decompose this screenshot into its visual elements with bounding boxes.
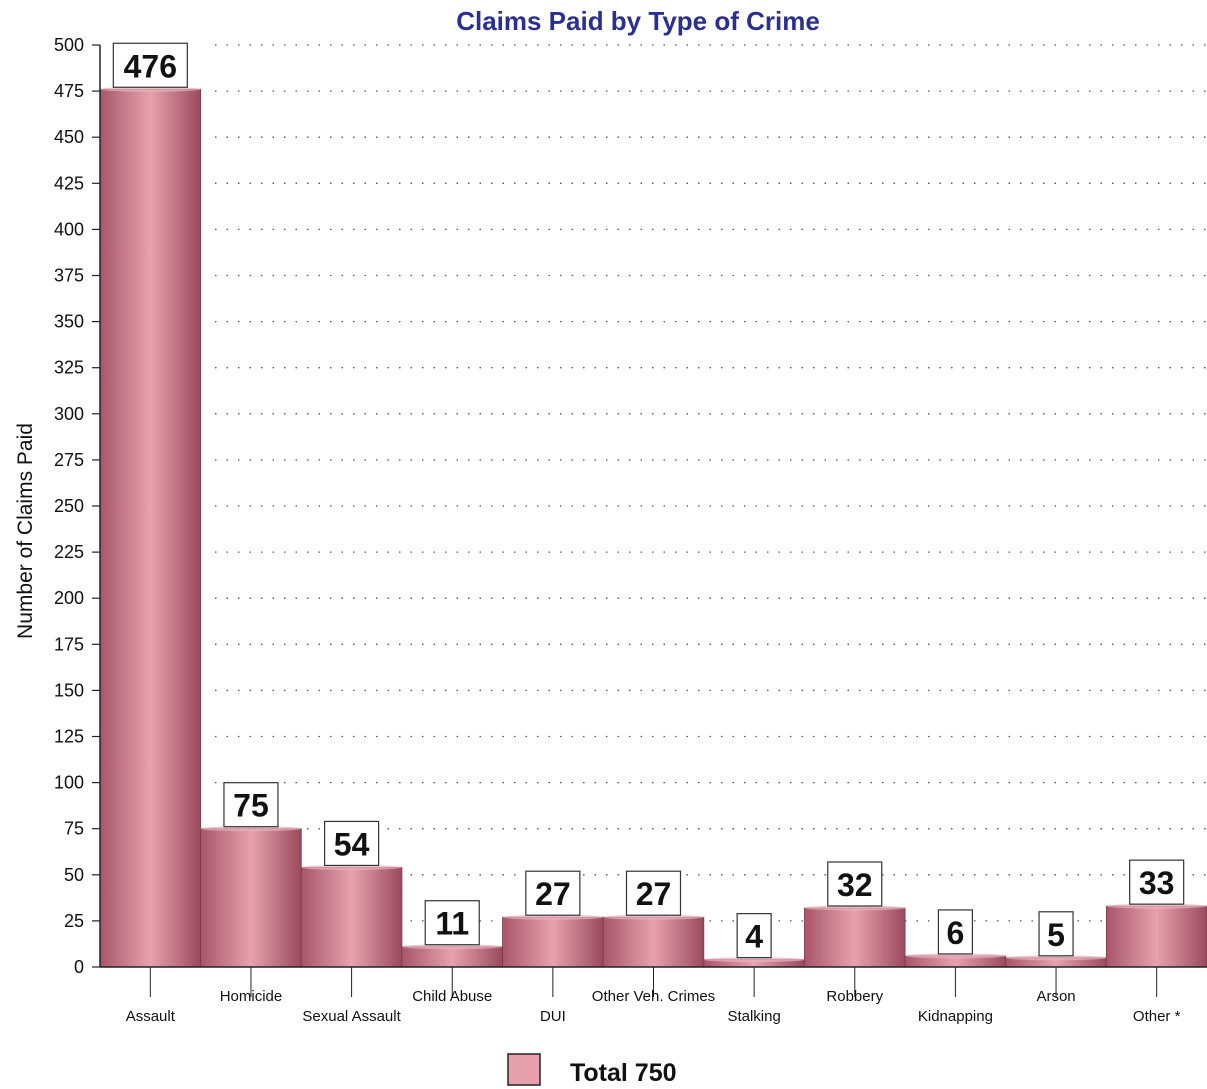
bar-top — [502, 914, 604, 920]
bar-child-abuse — [401, 946, 503, 968]
bar-top — [1106, 903, 1207, 909]
bar-homicide — [200, 828, 302, 968]
y-tick-label: 425 — [54, 173, 84, 193]
data-label-box — [323, 820, 380, 867]
bar-assault — [99, 88, 202, 968]
legend-label: Total 750 — [570, 1059, 677, 1087]
y-tick-label: 25 — [64, 911, 84, 931]
data-label-text: 33 — [1139, 865, 1175, 901]
data-label: 27 — [625, 870, 682, 916]
y-tick-label: 50 — [64, 865, 84, 885]
data-label-text: 27 — [535, 876, 571, 912]
x-tick-label: Assault — [126, 1008, 176, 1025]
y-tick-label: 150 — [54, 680, 84, 700]
x-tick-label: Other * — [1133, 1008, 1181, 1025]
x-tick-label: Stalking — [727, 1008, 780, 1025]
x-tick-label: Other Veh. Crimes — [592, 988, 715, 1005]
bar-top — [401, 944, 503, 950]
x-tick-label: Homicide — [220, 988, 283, 1005]
y-tick-label: 100 — [54, 773, 84, 793]
y-tick-label: 300 — [54, 404, 84, 424]
y-tick-label: 375 — [54, 266, 84, 286]
data-label-text: 476 — [124, 48, 177, 84]
data-label: 75 — [223, 782, 279, 828]
y-axis-ticks: 0 25 50 75 100 125 150 175 200 225 250 275 300 325 350… — [54, 35, 100, 977]
bar-sexual-assault — [300, 867, 403, 968]
data-label: 32 — [827, 861, 883, 907]
data-label: 4 — [736, 913, 772, 959]
data-label-text: 5 — [1047, 917, 1065, 953]
data-label-box — [525, 870, 581, 916]
y-tick-label: 325 — [54, 358, 84, 378]
data-label-box — [937, 909, 974, 955]
data-label-box — [223, 782, 279, 828]
x-tick-label: Sexual Assault — [302, 1008, 401, 1025]
data-label-text: 32 — [837, 867, 873, 903]
bar-top — [804, 905, 906, 911]
data-label-text: 4 — [745, 919, 763, 955]
data-label: 54 — [323, 820, 380, 867]
bar-robbery — [804, 907, 906, 968]
y-tick-label: 0 — [74, 957, 84, 977]
gridlines — [215, 44, 1207, 922]
legend-swatch — [507, 1053, 541, 1086]
data-label: 33 — [1129, 859, 1185, 905]
data-label: 27 — [525, 870, 581, 916]
y-tick-label: 200 — [54, 588, 84, 608]
y-tick-label: 275 — [54, 450, 84, 470]
chart-title: Claims Paid by Type of Crime — [456, 6, 820, 36]
data-label-box — [1129, 859, 1185, 905]
bar-dui — [502, 916, 604, 968]
y-tick-label: 350 — [54, 312, 84, 332]
data-label-text: 54 — [334, 826, 370, 862]
y-axis-label: Number of Claims Paid — [14, 423, 37, 639]
bar-top — [301, 864, 402, 870]
data-label-text: 11 — [435, 906, 469, 942]
y-tick-label: 450 — [54, 127, 84, 147]
data-label-text: 6 — [947, 915, 965, 951]
data-label-text: 75 — [233, 788, 269, 824]
data-label-box — [1038, 911, 1074, 957]
data-label-box — [827, 861, 883, 907]
bar-top — [200, 826, 302, 832]
data-label: 6 — [937, 909, 974, 955]
data-label: 11 — [424, 900, 480, 946]
data-label-box — [625, 870, 682, 916]
bar-top — [905, 953, 1006, 959]
y-tick-label: 250 — [54, 496, 84, 516]
data-label: 476 — [112, 42, 188, 88]
legend: Total 750 — [507, 1053, 677, 1087]
data-label: 5 — [1038, 911, 1074, 957]
y-tick-label: 475 — [54, 81, 84, 101]
data-label-text: 27 — [636, 876, 672, 912]
bar-other — [1105, 905, 1207, 968]
x-tick-label: Child Abuse — [412, 988, 492, 1005]
y-tick-label: 75 — [64, 819, 84, 839]
bar-other-veh-crimes — [602, 916, 705, 968]
bar-top — [703, 957, 805, 963]
data-labels: 476 75 54 11 27 27 4 32 6 5 33 — [112, 42, 1185, 959]
data-label-box — [736, 913, 772, 959]
data-label-box — [424, 900, 480, 946]
x-tick-label: Robbery — [826, 988, 883, 1005]
x-tick-label: Arson — [1036, 988, 1075, 1005]
y-tick-label: 500 — [54, 35, 84, 55]
data-label-box — [112, 42, 188, 88]
x-tick-label: Kidnapping — [918, 1008, 993, 1025]
y-tick-label: 225 — [54, 542, 84, 562]
y-tick-label: 125 — [54, 727, 84, 747]
bars — [99, 86, 1207, 968]
bar-top — [1005, 955, 1107, 961]
bar-top — [100, 86, 201, 92]
x-tick-label: DUI — [540, 1008, 566, 1025]
x-axis-ticks: Assault Homicide Sexual Assault Child Abuse… — [126, 967, 1181, 1025]
y-tick-label: 400 — [54, 219, 84, 239]
y-tick-label: 175 — [54, 634, 84, 654]
bar-top — [603, 914, 704, 920]
